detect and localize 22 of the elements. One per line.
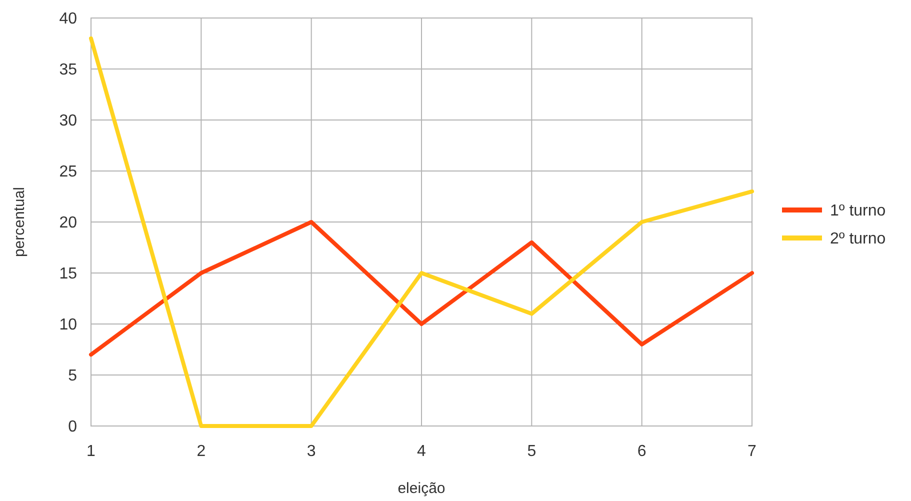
y-tick-label: 10 [59, 316, 78, 334]
legend-label: 1º turno [830, 202, 886, 220]
y-tick-label: 30 [59, 112, 78, 130]
y-tick-label: 5 [68, 368, 78, 385]
y-axis-title: percentual [11, 186, 28, 258]
line-series [89, 220, 754, 357]
x-tick-label: 3 [306, 443, 316, 460]
line-series [89, 36, 754, 428]
x-axis-title: eleição [398, 480, 446, 497]
x-tick-label: 5 [527, 443, 536, 460]
legend-label: 2º turno [830, 230, 886, 248]
y-tick-label: 15 [59, 266, 78, 283]
x-tick-label: 6 [637, 443, 646, 460]
x-tick-label: 4 [417, 443, 426, 460]
y-tick-label: 20 [59, 214, 78, 232]
x-tick-label: 7 [748, 443, 757, 460]
y-tick-label: 0 [68, 418, 78, 436]
y-tick-label: 40 [59, 10, 78, 28]
x-tick-label: 1 [86, 443, 96, 460]
x-tick-label: 2 [196, 443, 206, 460]
y-tick-label: 35 [59, 62, 78, 79]
y-tick-label: 25 [59, 164, 78, 181]
